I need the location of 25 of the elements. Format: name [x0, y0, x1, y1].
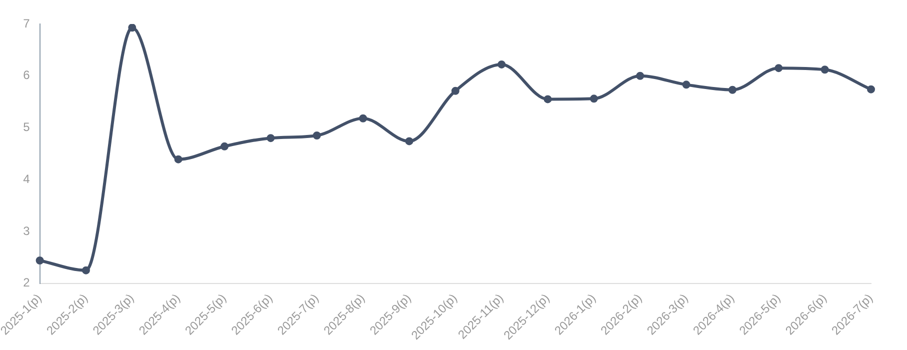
point — [728, 86, 736, 94]
point — [359, 114, 368, 122]
point — [174, 155, 182, 164]
point — [451, 86, 460, 95]
point — [312, 132, 321, 140]
y-tick-label: 3 — [23, 224, 30, 238]
y-tick-label: 6 — [23, 68, 30, 82]
point — [266, 134, 275, 142]
point — [36, 256, 44, 264]
point — [867, 85, 875, 94]
y-tick-label: 2 — [23, 276, 30, 290]
y-tick-label: 7 — [23, 16, 30, 30]
point — [590, 94, 598, 103]
point — [498, 60, 506, 68]
point — [82, 266, 90, 274]
point — [544, 95, 552, 104]
point — [405, 137, 414, 146]
point — [220, 142, 229, 150]
point — [128, 24, 136, 32]
y-tick-label: 5 — [23, 120, 30, 134]
point — [636, 72, 644, 80]
point — [774, 64, 783, 72]
point — [820, 66, 829, 74]
y-tick-label: 4 — [23, 172, 30, 186]
point — [682, 80, 690, 89]
